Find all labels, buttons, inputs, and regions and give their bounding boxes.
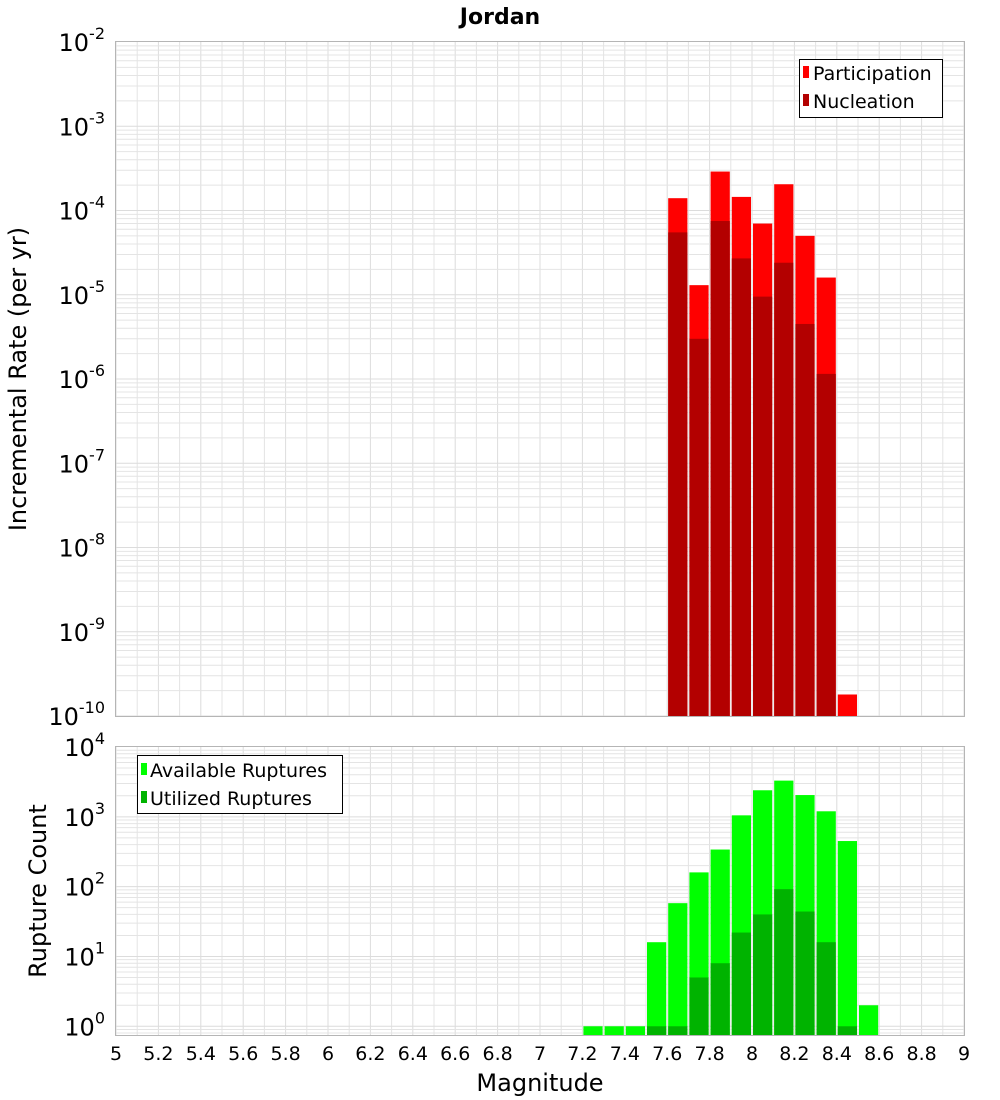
x-tick-label: 5.8 <box>270 1043 300 1065</box>
legend-label-nucleation: Nucleation <box>813 91 915 113</box>
bar-nucleation <box>668 232 688 716</box>
y-tick-label: 104 <box>64 729 105 762</box>
x-tick-label: 5 <box>110 1043 122 1065</box>
bar-available-ruptures <box>625 1026 645 1035</box>
legend-label-utilized-ruptures: Utilized Ruptures <box>150 788 312 810</box>
chart-title: Jordan <box>458 5 540 30</box>
x-tick-label: 6.2 <box>355 1043 385 1065</box>
bar-utilized-ruptures <box>774 889 794 1035</box>
x-tick-label: 6.8 <box>482 1043 512 1065</box>
y-tick-label: 10-4 <box>59 193 106 226</box>
bar-available-ruptures <box>859 1005 879 1035</box>
x-tick-label: 8.2 <box>779 1043 809 1065</box>
x-axis-ticks: 5 5.2 5.4 5.6 5.8 6 6.2 6.4 6.6 6.8 7 7.2 7.4 7.6 7.8 8… <box>110 1043 970 1065</box>
bar-nucleation <box>689 338 709 716</box>
bar-utilized-ruptures <box>710 963 730 1035</box>
x-tick-label: 9 <box>958 1043 970 1065</box>
legend-swatch-participation <box>803 66 809 78</box>
legend-label-available-ruptures: Available Ruptures <box>150 760 327 782</box>
y-tick-label: 10-8 <box>59 530 106 563</box>
x-tick-label: 8 <box>746 1043 758 1065</box>
x-axis-label: Magnitude <box>476 1069 603 1097</box>
y-tick-label: 10-5 <box>59 277 106 310</box>
x-tick-label: 5.2 <box>143 1043 173 1065</box>
y-tick-label: 101 <box>64 938 105 971</box>
y-tick-label: 10-6 <box>59 361 106 394</box>
rate-legend-box <box>799 59 943 118</box>
x-tick-label: 8.6 <box>864 1043 894 1065</box>
rate-plot-grid <box>115 42 965 717</box>
bar-utilized-ruptures <box>837 1026 857 1035</box>
legend-swatch-available-ruptures <box>141 763 147 775</box>
legend-label-participation: Participation <box>813 63 932 85</box>
y-tick-label: 103 <box>64 799 105 832</box>
bar-available-ruptures <box>837 841 857 1035</box>
legend-swatch-nucleation <box>803 94 809 106</box>
y-tick-label: 10-9 <box>59 614 106 647</box>
rate-y-axis-ticks: 10-2 10-3 10-4 10-5 10-6 10-7 10-8 10-9 10-10 <box>48 24 105 731</box>
bar-utilized-ruptures <box>795 911 815 1035</box>
rate-legend: Participation Nucleation <box>799 59 943 118</box>
rate-y-axis-label: Incremental Rate (per yr) <box>4 227 32 531</box>
y-tick-label: 100 <box>64 1008 105 1041</box>
bar-nucleation <box>731 258 751 716</box>
bar-nucleation <box>710 221 730 716</box>
bar-available-ruptures <box>583 1026 603 1035</box>
legend-swatch-utilized-ruptures <box>141 791 147 803</box>
x-tick-label: 6.6 <box>440 1043 470 1065</box>
y-tick-label: 10-7 <box>59 445 106 478</box>
x-tick-label: 6 <box>322 1043 334 1065</box>
y-tick-label: 10-10 <box>48 698 105 731</box>
x-tick-label: 8.4 <box>822 1043 852 1065</box>
bar-nucleation <box>753 296 773 716</box>
x-tick-label: 8.8 <box>906 1043 936 1065</box>
bar-available-ruptures <box>604 1026 624 1035</box>
x-tick-label: 6.4 <box>398 1043 428 1065</box>
x-tick-label: 7.6 <box>652 1043 682 1065</box>
count-legend: Available Ruptures Utilized Ruptures <box>137 755 343 814</box>
count-y-axis-label: Rupture Count <box>24 804 52 978</box>
rate-plot-frame <box>115 41 965 717</box>
x-tick-label: 5.4 <box>186 1043 216 1065</box>
bar-utilized-ruptures <box>816 942 836 1035</box>
bar-utilized-ruptures <box>647 1026 667 1035</box>
count-plot-bars <box>583 780 879 1035</box>
bar-nucleation <box>816 373 836 716</box>
y-tick-label: 102 <box>64 869 105 902</box>
count-y-axis-ticks: 104 103 102 101 100 <box>64 729 105 1041</box>
x-tick-label: 7.8 <box>694 1043 724 1065</box>
bar-nucleation <box>774 262 794 716</box>
x-tick-label: 7.2 <box>567 1043 597 1065</box>
x-tick-label: 7 <box>534 1043 546 1065</box>
bar-available-ruptures <box>647 942 667 1035</box>
bar-utilized-ruptures <box>753 914 773 1035</box>
bar-nucleation <box>795 323 815 716</box>
bar-utilized-ruptures <box>689 977 709 1035</box>
bar-available-ruptures <box>668 903 688 1035</box>
y-tick-label: 10-2 <box>59 24 106 57</box>
bar-utilized-ruptures <box>668 1026 688 1035</box>
x-tick-label: 5.6 <box>228 1043 258 1065</box>
bar-participation <box>837 694 857 716</box>
rate-plot-bars <box>668 171 857 717</box>
x-tick-label: 7.4 <box>610 1043 640 1065</box>
y-tick-label: 10-3 <box>59 108 106 141</box>
bar-utilized-ruptures <box>731 932 751 1035</box>
count-plot-frame <box>115 746 965 1036</box>
count-legend-box <box>137 755 343 814</box>
